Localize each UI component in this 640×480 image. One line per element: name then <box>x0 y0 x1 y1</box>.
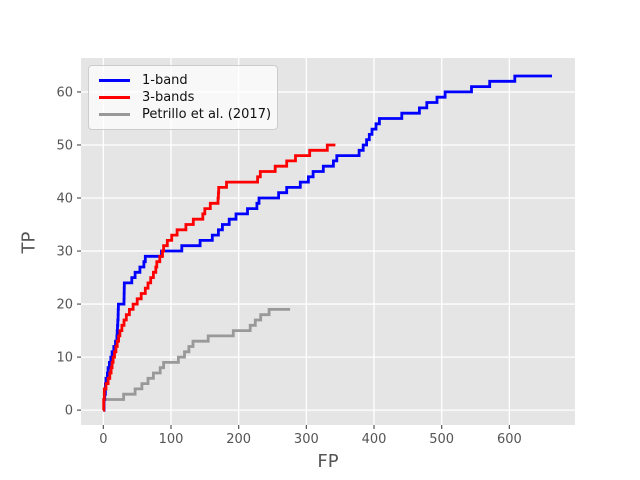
x-tick-label: 0 <box>99 432 107 447</box>
x-tick-label: 500 <box>429 432 454 447</box>
legend-label: 1-band <box>142 73 188 88</box>
legend-item: 1-band <box>99 72 267 89</box>
legend: 1-band 3-bands Petrillo et al. (2017) <box>88 65 278 130</box>
y-tick-label: 40 <box>56 192 73 207</box>
y-tick-label: 0 <box>65 404 73 419</box>
y-tick-label: 60 <box>56 85 73 100</box>
legend-label: Petrillo et al. (2017) <box>142 107 272 122</box>
legend-item: Petrillo et al. (2017) <box>99 106 271 123</box>
legend-line-swatch-petrillo <box>99 113 130 116</box>
legend-item: 3-bands <box>99 89 267 106</box>
y-tick-label: 50 <box>56 138 73 153</box>
y-tick-label: 20 <box>56 298 73 313</box>
y-tick-label: 30 <box>56 245 73 260</box>
x-tick-label: 200 <box>226 432 251 447</box>
legend-line-swatch-1-band <box>99 79 130 82</box>
x-axis-label: FP <box>317 451 339 472</box>
x-tick-label: 100 <box>159 432 184 447</box>
x-tick-label: 400 <box>362 432 387 447</box>
series-line-3-bands <box>102 143 336 412</box>
x-tick-label: 600 <box>497 432 522 447</box>
x-tick-label: 300 <box>294 432 319 447</box>
legend-label: 3-bands <box>142 90 195 105</box>
y-tick-label: 10 <box>56 351 73 366</box>
legend-line-swatch-3-bands <box>99 96 130 99</box>
series-line-petrillo-et-al-2017- <box>102 308 291 412</box>
y-axis-label: TP <box>18 231 40 254</box>
